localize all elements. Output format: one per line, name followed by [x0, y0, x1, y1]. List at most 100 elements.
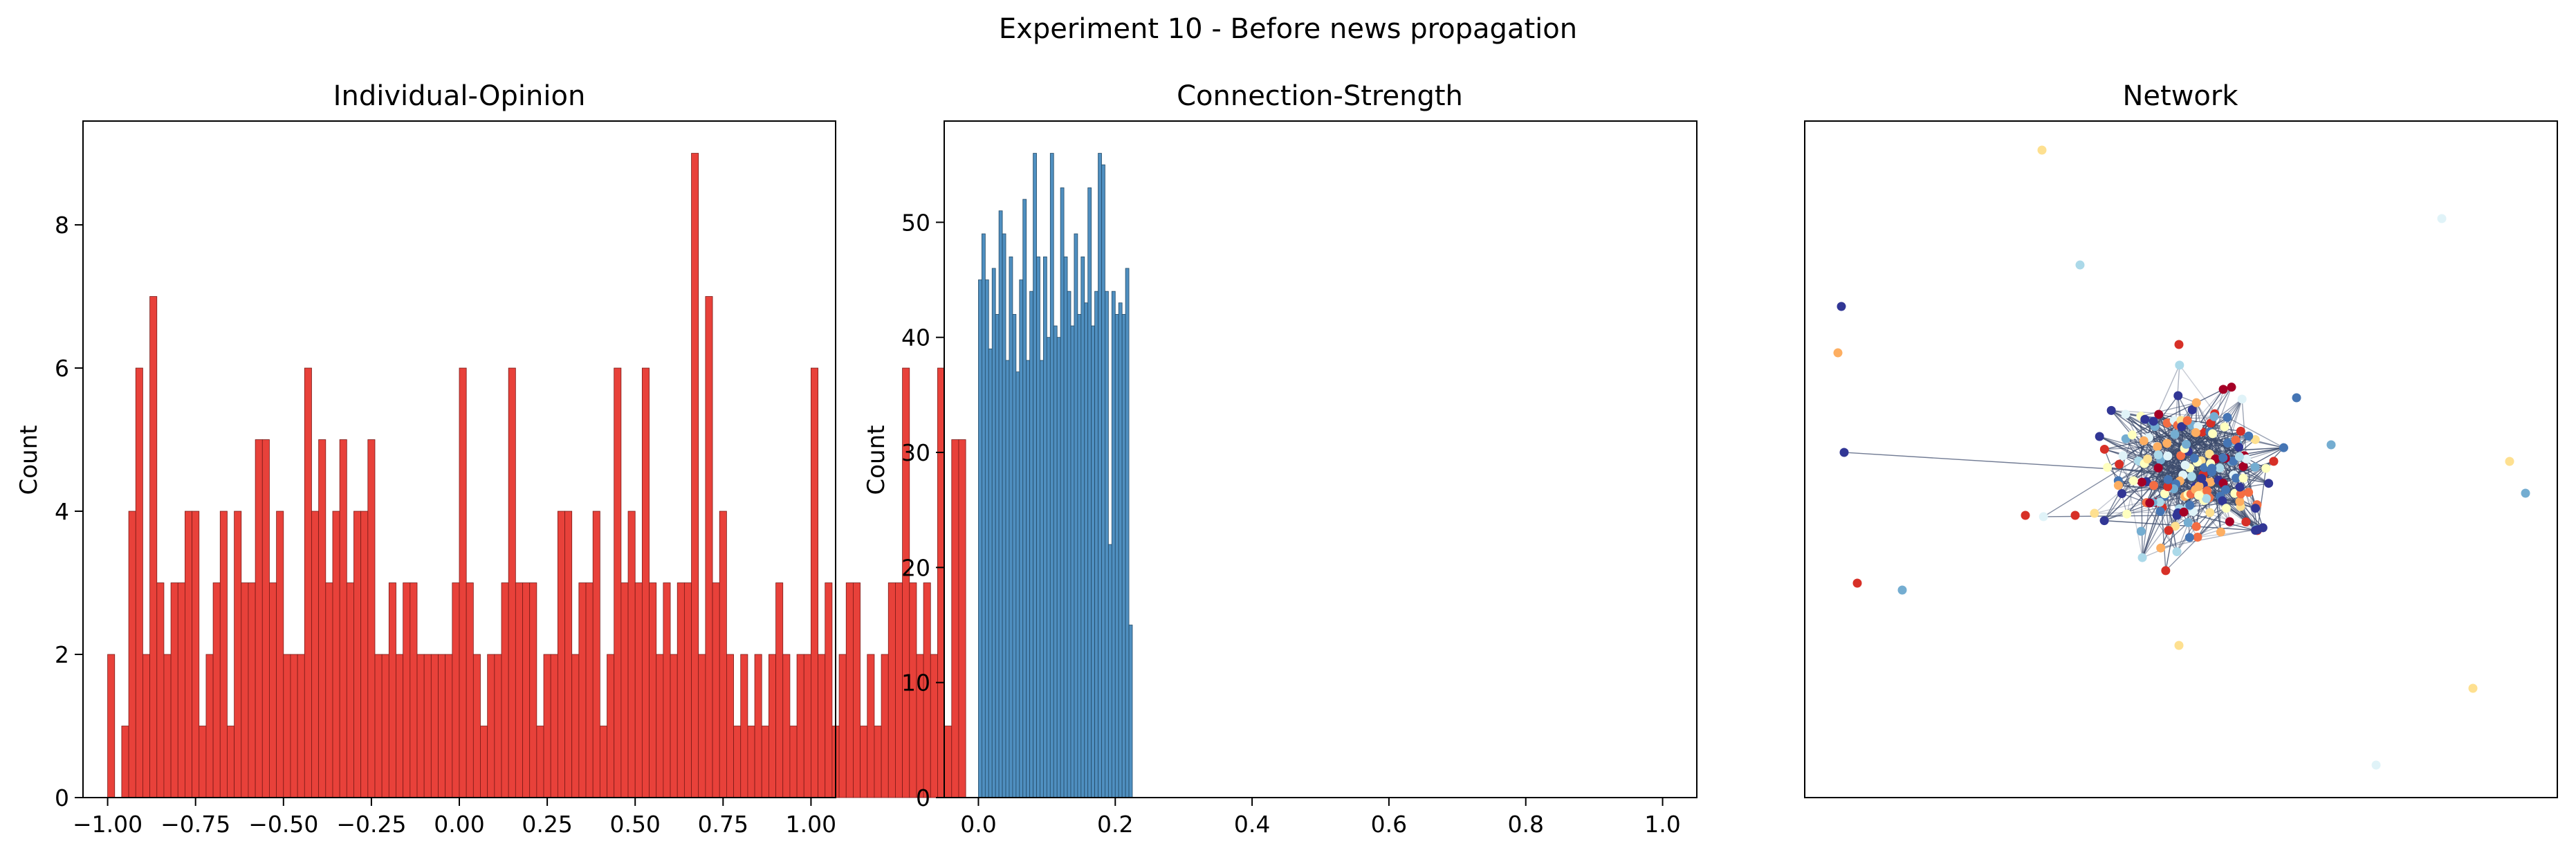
network-node	[2183, 517, 2193, 527]
network-node	[2115, 459, 2124, 469]
y-tick-label: 0	[916, 784, 930, 811]
x-tick-label: −0.50	[248, 811, 318, 838]
network-edge	[2111, 410, 2228, 419]
histogram-bar	[775, 582, 784, 798]
network-node	[2205, 508, 2215, 517]
histogram-bar	[712, 582, 720, 798]
network-edge	[2122, 455, 2143, 558]
network-node	[2099, 516, 2109, 526]
network-node	[2121, 410, 2131, 419]
histogram-bar	[988, 348, 993, 798]
network-node	[2235, 482, 2245, 492]
network-node	[2172, 511, 2182, 520]
network-edge	[2154, 395, 2179, 427]
histogram-bar	[599, 726, 607, 798]
histogram-bar	[978, 279, 982, 798]
histogram-bar	[663, 582, 671, 798]
histogram-bar	[381, 654, 389, 798]
histogram-bar	[212, 582, 221, 798]
network-node	[2250, 434, 2260, 444]
histogram-bar	[902, 367, 910, 798]
histogram-bar	[452, 582, 460, 798]
histogram-bar	[1067, 291, 1071, 798]
network-node	[2163, 482, 2173, 492]
histogram-bar	[149, 296, 158, 798]
histogram-bar	[416, 654, 425, 798]
network-edge	[2222, 468, 2267, 502]
network-node	[2103, 463, 2113, 472]
x-tick-label: 0.75	[698, 811, 748, 838]
panel2-bars	[978, 153, 1133, 798]
histogram-bar	[578, 582, 587, 798]
histogram-bar	[887, 582, 896, 798]
histogram-bar	[459, 367, 467, 798]
histogram-bar	[472, 654, 481, 798]
histogram-bar	[1077, 314, 1082, 798]
network-node	[2232, 473, 2241, 483]
histogram-bar	[683, 582, 692, 798]
histogram-bar	[360, 511, 369, 798]
histogram-bar	[522, 582, 531, 798]
network-node	[2244, 488, 2254, 497]
histogram-bar	[135, 367, 143, 798]
histogram-bar	[121, 726, 129, 798]
histogram-bar	[410, 582, 418, 798]
network-node	[1852, 578, 1862, 588]
histogram-bar	[1009, 256, 1013, 798]
histogram-bar	[1107, 544, 1112, 798]
network-edge	[2160, 528, 2256, 549]
x-tick-label: −1.00	[73, 811, 142, 838]
network-edge	[2121, 365, 2180, 494]
panel2-title: Connection-Strength	[1177, 80, 1463, 112]
histogram-bar	[1087, 187, 1092, 798]
histogram-bar	[740, 654, 748, 798]
network-node	[2180, 460, 2190, 470]
x-tick-label: 0.2	[1097, 811, 1133, 838]
network-edge	[2149, 502, 2178, 552]
histogram-bar	[248, 582, 256, 798]
network-edge	[2147, 430, 2241, 460]
network-node	[2122, 509, 2132, 519]
network-node	[2189, 453, 2199, 463]
histogram-bar	[396, 654, 404, 798]
histogram-bar	[445, 654, 453, 798]
histogram-bar	[107, 654, 116, 798]
y-tick-label: 50	[901, 209, 930, 236]
network-edge	[2174, 434, 2202, 479]
histogram-bar	[1012, 314, 1017, 798]
histogram-bar	[1074, 233, 1078, 798]
network-node	[2182, 416, 2192, 425]
network-node	[2090, 508, 2099, 518]
histogram-bar	[649, 582, 657, 798]
histogram-bar	[733, 726, 742, 798]
histogram-bar	[261, 439, 270, 798]
network-edge	[2104, 520, 2256, 531]
network-edge	[2132, 389, 2224, 436]
network-node	[2326, 440, 2336, 450]
histogram-bar	[984, 279, 989, 798]
network-node	[2521, 488, 2530, 498]
histogram-bar	[374, 654, 383, 798]
histogram-bar	[1056, 337, 1061, 798]
network-edge	[2140, 402, 2197, 417]
network-node	[2251, 526, 2261, 535]
network-node	[2218, 453, 2228, 463]
y-tick-label: 0	[55, 784, 69, 811]
network-node	[2174, 340, 2184, 349]
network-node	[2223, 438, 2232, 448]
network-node	[2221, 504, 2231, 513]
network-node	[2251, 504, 2261, 513]
histogram-bar	[1029, 291, 1033, 798]
network-node	[2153, 450, 2163, 460]
x-tick-label: 0.25	[522, 811, 572, 838]
network-node	[2191, 428, 2200, 437]
network-node	[2070, 511, 2080, 520]
network-node	[2164, 526, 2173, 535]
network-node	[2218, 496, 2227, 506]
network-node	[2227, 383, 2236, 392]
histogram-bar	[1043, 256, 1047, 798]
network-node	[2241, 517, 2251, 527]
histogram-bar	[1105, 291, 1109, 798]
network-node	[2143, 454, 2153, 464]
histogram-bar	[403, 582, 411, 798]
